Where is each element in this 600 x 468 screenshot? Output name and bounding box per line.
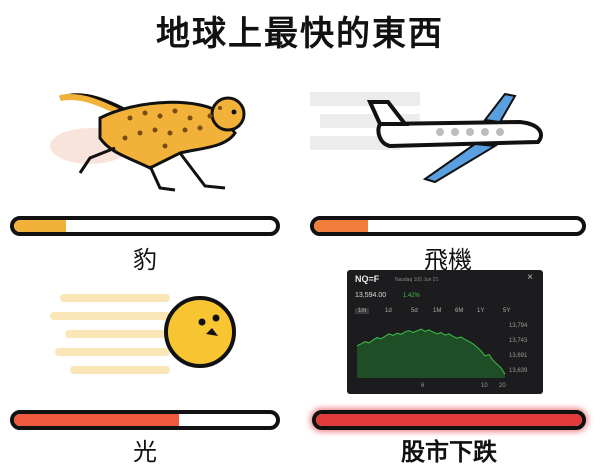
tab-6M[interactable]: 6M	[455, 308, 464, 314]
stock-change: 1.42%	[403, 293, 421, 299]
y-tick: 13,794	[509, 323, 528, 329]
panel-label-airplane: 飛機	[424, 246, 472, 274]
panel-label-light: 光	[133, 438, 157, 466]
light-ball-icon	[50, 294, 236, 374]
y-tick: 13,743	[509, 338, 528, 344]
speed-bar-fill	[316, 414, 582, 426]
stock-symbol: NQ=F	[355, 274, 380, 284]
speed-bar-stock-drop	[312, 410, 586, 430]
speed-bar-cheetah	[10, 216, 280, 236]
stock-line-chart	[356, 328, 506, 378]
tab-1Y[interactable]: 1Y	[477, 308, 485, 314]
tab-1d[interactable]: 1d	[385, 308, 392, 314]
speed-bar-light	[10, 410, 280, 430]
stock-series-line	[356, 328, 506, 375]
panel-label-cheetah: 豹	[133, 246, 157, 274]
x-tick: 10	[481, 383, 488, 389]
panel-label-stock-drop: 股市下跌	[401, 438, 497, 466]
tab-1M[interactable]: 1M	[433, 308, 442, 314]
y-tick: 13,639	[509, 368, 528, 374]
speed-bar-fill	[14, 414, 180, 426]
speed-bar-fill	[14, 220, 67, 232]
airplane-icon	[310, 92, 543, 184]
x-tick: 20	[499, 383, 506, 389]
tab-1m[interactable]: 1m	[355, 308, 370, 314]
stock-subtitle: Nasdaq 100 Jun 21	[395, 277, 439, 283]
tab-5Y[interactable]: 5Y	[503, 308, 511, 314]
speed-bar-fill	[314, 220, 368, 232]
cheetah-icon	[50, 93, 246, 192]
stock-price: 13,594.00	[355, 292, 387, 299]
x-tick: 6	[421, 383, 425, 389]
stock-chart-icon: NQ=F Nasdaq 100 Jun 21 × 13,594.00 1.42%…	[347, 270, 543, 394]
close-icon[interactable]: ×	[527, 272, 533, 283]
y-tick: 13,691	[509, 353, 528, 359]
speed-bar-airplane	[310, 216, 586, 236]
page-title: 地球上最快的東西	[156, 14, 444, 54]
tab-5d[interactable]: 5d	[411, 308, 418, 314]
